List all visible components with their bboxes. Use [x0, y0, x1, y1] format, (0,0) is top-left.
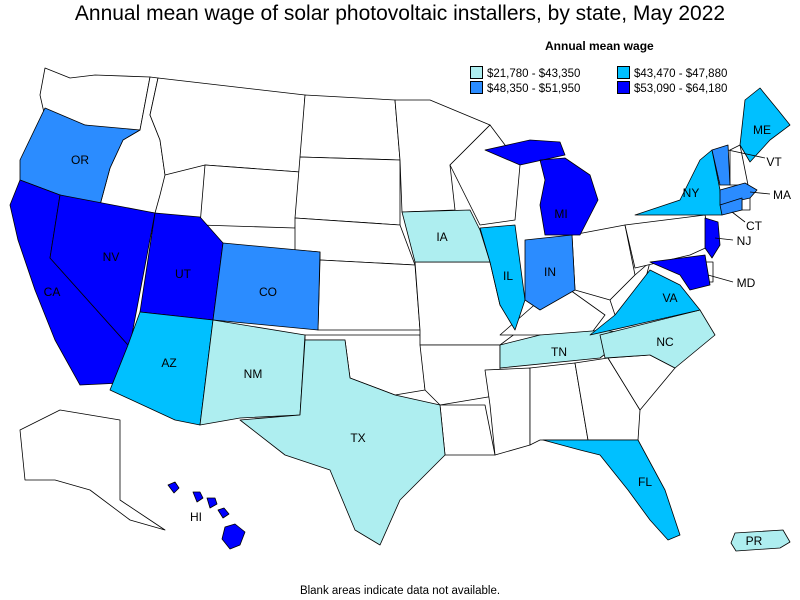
state-nm[interactable] [199, 319, 306, 426]
state-ct[interactable] [719, 197, 743, 216]
state-ar[interactable] [419, 344, 501, 406]
state-ks[interactable] [317, 259, 421, 331]
label-nm: NM [244, 367, 263, 381]
label-md: MD [737, 276, 756, 290]
legend-item-4: $53,090 - $64,180 [617, 81, 727, 95]
state-md[interactable] [649, 254, 711, 291]
state-mi[interactable] [484, 139, 599, 236]
legend-item-1: $21,780 - $43,350 [470, 66, 580, 80]
state-nd[interactable] [299, 94, 401, 161]
state-ga[interactable] [574, 357, 641, 441]
label-tx: TX [350, 431, 365, 445]
state-nj[interactable] [704, 217, 721, 259]
legend-item-3: $48,350 - $51,950 [470, 81, 580, 95]
label-ma: MA [773, 188, 791, 202]
legend-item-2: $43,470 - $47,880 [617, 66, 727, 80]
state-hi[interactable] [167, 481, 246, 550]
footnote: Blank areas indicate data not available. [299, 585, 501, 597]
legend-swatch-4 [617, 81, 630, 94]
state-vt[interactable] [711, 144, 731, 186]
state-ny[interactable] [634, 149, 723, 216]
data-states [9, 87, 791, 552]
state-fl[interactable] [542, 439, 681, 541]
state-la[interactable] [439, 404, 496, 456]
state-ms[interactable] [484, 367, 531, 456]
state-co[interactable] [212, 242, 321, 331]
state-il[interactable] [479, 224, 526, 331]
legend-swatch-1 [470, 66, 483, 79]
label-az: AZ [161, 356, 176, 370]
label-ut: UT [175, 267, 192, 281]
state-in[interactable] [524, 234, 576, 311]
state-wy[interactable] [199, 164, 301, 229]
state-sd[interactable] [294, 156, 401, 226]
legend-label-4: $53,090 - $64,180 [634, 83, 728, 95]
label-fl: FL [638, 475, 652, 489]
label-mi: MI [554, 207, 567, 221]
label-in: IN [544, 265, 556, 279]
label-me: ME [753, 123, 771, 137]
label-hi: HI [190, 510, 202, 524]
state-ma[interactable] [719, 182, 758, 206]
label-co: CO [259, 285, 277, 299]
legend-title: Annual mean wage [545, 39, 654, 53]
state-ak[interactable] [19, 409, 166, 531]
blank-states [19, 67, 751, 531]
label-nj: NJ [737, 234, 752, 248]
state-tx[interactable] [239, 339, 446, 546]
legend-label-1: $21,780 - $43,350 [487, 68, 581, 80]
label-pr: PR [746, 534, 763, 548]
label-or: OR [71, 153, 89, 167]
state-pa[interactable] [624, 214, 713, 269]
label-il: IL [503, 269, 513, 283]
leader-line-md [707, 274, 734, 283]
label-ca: CA [44, 285, 61, 299]
label-ct: CT [746, 219, 763, 233]
state-or[interactable] [19, 107, 141, 206]
label-tn: TN [551, 345, 567, 359]
legend-swatch-3 [470, 81, 483, 94]
state-mt[interactable] [149, 77, 306, 176]
leader-lines [707, 149, 771, 283]
state-pr[interactable] [730, 529, 791, 552]
map-title: Annual mean wage of solar photovoltaic i… [74, 2, 726, 25]
leader-line-nj [714, 237, 734, 241]
label-nc: NC [656, 335, 674, 349]
label-ia: IA [436, 230, 447, 244]
state-me[interactable] [739, 87, 791, 163]
leader-line-ma [749, 191, 771, 195]
label-va: VA [662, 291, 677, 305]
state-va[interactable] [589, 269, 701, 336]
legend-swatch-2 [617, 66, 630, 79]
leader-line-vt [727, 149, 766, 159]
label-nv: NV [103, 250, 120, 264]
legend-label-2: $43,470 - $47,880 [634, 68, 728, 80]
state-labels: OR CA NV UT AZ CO NM TX IA IL IN MI TN N… [44, 123, 791, 548]
state-mn[interactable] [394, 99, 491, 213]
label-vt: VT [766, 155, 782, 169]
label-ny: NY [683, 186, 700, 200]
legend-label-3: $48,350 - $51,950 [487, 83, 581, 95]
leader-line-ct [731, 211, 746, 223]
